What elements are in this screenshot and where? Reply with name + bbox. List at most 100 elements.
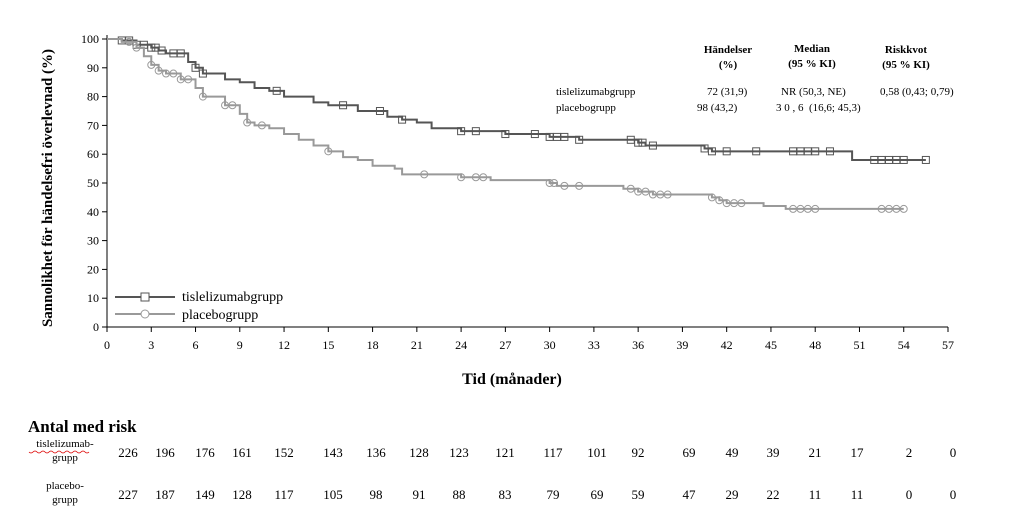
- risk-value: 117: [274, 487, 294, 502]
- y-tick-label: 50: [87, 176, 99, 190]
- x-tick-label: 6: [193, 338, 199, 352]
- y-tick-label: 30: [87, 234, 99, 248]
- risk-value: 91: [413, 487, 426, 502]
- risk-value: 79: [547, 487, 560, 502]
- censor-marker: [157, 46, 166, 55]
- risk-value: 149: [195, 487, 215, 502]
- risk-value: 2: [906, 445, 913, 460]
- risk-value: 161: [232, 445, 252, 460]
- censor-marker: [707, 193, 716, 202]
- censor-marker: [324, 147, 333, 156]
- censor-marker: [722, 147, 731, 156]
- risk-value: 92: [632, 445, 645, 460]
- x-tick-label: 39: [676, 338, 688, 352]
- y-tick-label: 80: [87, 90, 99, 104]
- censor-marker: [176, 49, 185, 58]
- censor-marker: [899, 155, 908, 164]
- censor-marker: [501, 130, 510, 139]
- risk-value: 22: [767, 487, 780, 502]
- censor-marker: [457, 127, 466, 136]
- row-group-placebo: placebogrupp: [556, 102, 616, 114]
- censor-marker: [663, 190, 672, 199]
- x-tick-label: 3: [148, 338, 154, 352]
- censor-marker: [641, 187, 650, 196]
- risk-value: 47: [683, 487, 697, 502]
- risk-value: 128: [409, 445, 429, 460]
- y-axis-label: Sannolikhet för händelsefri överlevnad (…: [40, 49, 56, 327]
- risk-value: 83: [499, 487, 512, 502]
- x-tick-label: 27: [499, 338, 511, 352]
- risk-value: 49: [726, 445, 739, 460]
- row-median-placebo: 3 0 , 6 (16,6; 45,3): [776, 102, 861, 114]
- header-hr-sub: (95 % KI): [882, 59, 930, 71]
- risk-row-label: grupp: [52, 452, 78, 464]
- risk-table-title: Antal med risk: [28, 417, 137, 436]
- x-tick-label: 0: [104, 338, 110, 352]
- y-tick-label: 60: [87, 147, 99, 161]
- y-tick-label: 10: [87, 291, 99, 305]
- x-tick-label: 9: [237, 338, 243, 352]
- header-hr: Riskkvot: [885, 44, 928, 56]
- censor-marker: [191, 63, 200, 72]
- row-events-tislelizumab: 72 (31,9): [707, 86, 748, 98]
- risk-value: 0: [950, 445, 957, 460]
- x-axis-label: Tid (månader): [462, 371, 562, 388]
- legend-marker-tislelizumab: [140, 292, 150, 302]
- y-tick-label: 40: [87, 205, 99, 219]
- risk-value: 88: [453, 487, 466, 502]
- x-tick-label: 57: [942, 338, 954, 352]
- censor-marker: [638, 138, 647, 147]
- legend-marker-placebo: [140, 309, 150, 319]
- censor-marker: [634, 138, 643, 147]
- risk-value: 121: [495, 445, 515, 460]
- risk-value: 123: [449, 445, 469, 460]
- censor-marker: [921, 155, 930, 164]
- risk-row-label: tislelizumab-: [36, 438, 94, 450]
- censor-marker: [198, 92, 207, 101]
- risk-value: 39: [767, 445, 780, 460]
- censor-marker: [257, 121, 266, 130]
- censor-marker: [479, 173, 488, 182]
- censor-marker: [420, 170, 429, 179]
- censor-marker: [550, 179, 559, 187]
- curves: [107, 36, 930, 213]
- censor-marker: [707, 147, 716, 156]
- censor-marker: [147, 43, 156, 52]
- risk-value: 69: [683, 445, 696, 460]
- risk-value: 17: [851, 445, 865, 460]
- x-tick-label: 30: [544, 338, 556, 352]
- x-tick-label: 24: [455, 338, 467, 352]
- legend: tislelizumabgrupp placebogrupp: [115, 290, 283, 323]
- censor-marker: [243, 118, 252, 127]
- censor-marker: [530, 130, 539, 139]
- y-tick-label: 0: [93, 320, 99, 334]
- x-tick-label: 18: [367, 338, 379, 352]
- censor-marker: [457, 173, 466, 182]
- risk-value: 196: [155, 445, 175, 460]
- censor-marker: [899, 204, 908, 213]
- censor-marker: [125, 37, 134, 46]
- risk-value: 0: [906, 487, 913, 502]
- censor-marker: [471, 127, 480, 136]
- risk-value: 21: [809, 445, 822, 460]
- risk-value: 11: [809, 487, 822, 502]
- x-tick-label: 42: [721, 338, 733, 352]
- censor-marker: [132, 43, 141, 52]
- risk-value: 59: [632, 487, 645, 502]
- censor-marker: [184, 75, 193, 84]
- risk-value: 136: [366, 445, 386, 460]
- risk-value: 117: [543, 445, 563, 460]
- censor-marker: [648, 141, 657, 150]
- censor-marker: [825, 147, 834, 156]
- x-tick-label: 21: [411, 338, 423, 352]
- censor-marker: [575, 181, 584, 190]
- risk-value: 187: [155, 487, 175, 502]
- censor-marker: [198, 69, 207, 78]
- censor-marker: [811, 204, 820, 213]
- legend-label-tislelizumab: tislelizumabgrupp: [182, 290, 283, 305]
- censor-marker: [545, 179, 554, 187]
- censor-marker: [575, 135, 584, 144]
- risk-table: Antal med risk tislelizumab-grupp 226 196 1…: [28, 417, 956, 506]
- risk-value: 11: [851, 487, 864, 502]
